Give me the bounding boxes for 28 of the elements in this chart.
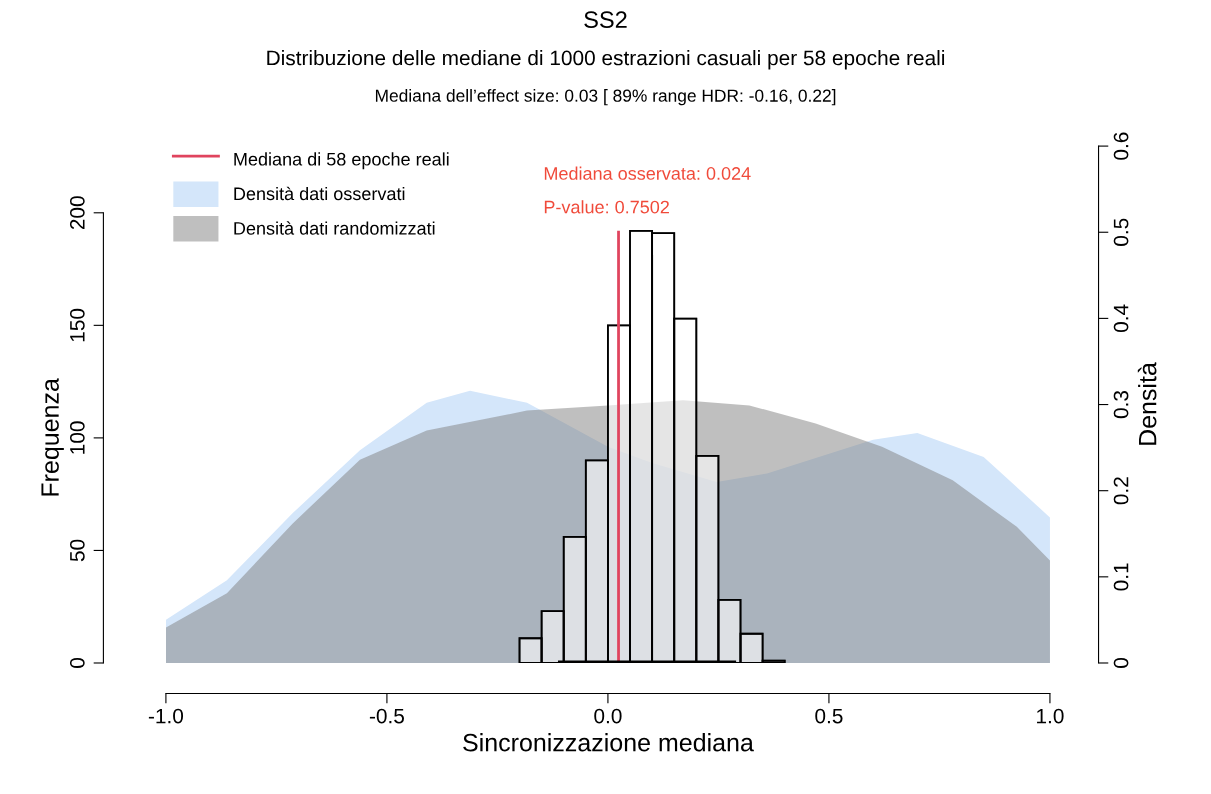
x-tick-label: 0.5 — [815, 708, 843, 724]
x-tick-label: 1.0 — [1037, 708, 1064, 724]
y-tick-label: 150 — [69, 308, 85, 342]
y2-axis-title: Densità — [1137, 362, 1157, 445]
y2-tick-label: 0 — [1113, 658, 1129, 668]
x-tick-label: -0.5 — [369, 708, 404, 724]
legend-label: Mediana di 58 epoche reali — [234, 152, 449, 170]
y-tick-label: 100 — [69, 421, 85, 454]
chart-subtitle: Distribuzione delle mediane di 1000 estrazioni casuali per 58 epoche reali — [267, 50, 945, 70]
annotation: P-value: 0.7502 — [544, 200, 669, 214]
y-tick-label: 0 — [69, 658, 85, 668]
legend-label: Densità dati osservati — [234, 186, 405, 201]
y2-tick-label: 0.2 — [1113, 477, 1129, 505]
chart-title: SS2 — [584, 11, 627, 29]
y2-tick-label: 0.6 — [1113, 132, 1129, 160]
y-tick-label: 50 — [69, 539, 85, 562]
x-axis-title: Sincronizzazione mediana — [463, 733, 754, 752]
text: Mediana dell’effect size: 0.03 [ 89% range HDR: -0.16, 0.22] — [375, 89, 836, 106]
legend-label: Densità dati randomizzati — [234, 221, 435, 235]
y2-tick-label: 0.4 — [1113, 304, 1129, 333]
y-tick-label: 200 — [69, 196, 85, 230]
y-axis-title: Frequenza — [41, 378, 64, 496]
x-tick-label: 0.0 — [594, 708, 622, 724]
y2-tick-label: 0.5 — [1113, 218, 1129, 246]
x-tick-label: -1.0 — [148, 708, 184, 724]
text: Mediana osservata: 0.024 — [544, 166, 751, 180]
y2-tick-label: 0.1 — [1113, 563, 1129, 591]
y2-tick-label: 0.3 — [1113, 390, 1129, 419]
